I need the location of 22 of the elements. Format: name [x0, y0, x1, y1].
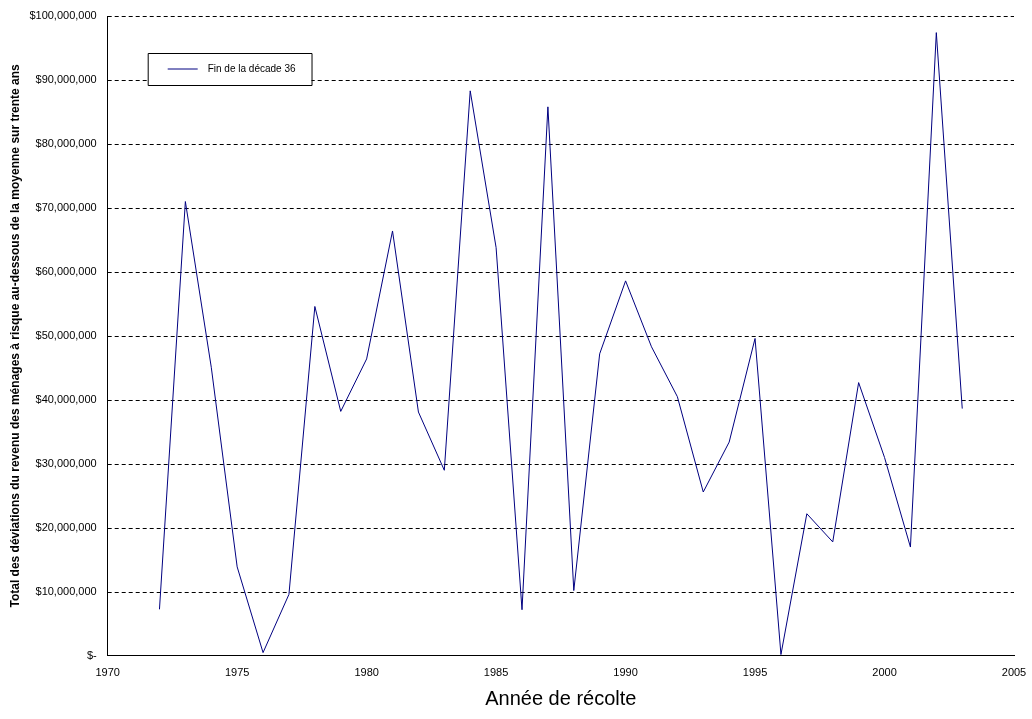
- y-tick-label: $100,000,000: [29, 9, 97, 22]
- y-tick-label: $-: [86, 648, 98, 661]
- y-tick-label: $60,000,000: [35, 264, 97, 277]
- y-tick-label: $20,000,000: [35, 520, 97, 533]
- y-tick-label: $90,000,000: [35, 73, 97, 86]
- x-tick-label: 1970: [95, 666, 120, 679]
- y-tick-label: $30,000,000: [35, 456, 97, 469]
- y-tick-label: $70,000,000: [35, 200, 97, 213]
- legend-label: Fin de la décade 36: [207, 62, 296, 74]
- x-tick-label: 1985: [483, 666, 509, 679]
- x-tick-label: 1995: [742, 666, 768, 679]
- x-tick-label: 1990: [613, 666, 638, 679]
- y-tick-label: $80,000,000: [35, 136, 97, 149]
- y-tick-label: $50,000,000: [35, 328, 97, 341]
- y-axis-title: Total des déviations du revenu des ménages à risque au-dessous de la moyenne sur trente ans: [7, 63, 22, 608]
- x-tick-label: 2005: [1001, 666, 1027, 679]
- x-tick-label: 2000: [872, 666, 897, 679]
- x-tick-label: 1975: [224, 666, 250, 679]
- y-tick-label: $10,000,000: [35, 584, 97, 597]
- x-axis-title: Année de récolte: [485, 686, 637, 709]
- x-tick-label: 1980: [354, 666, 379, 679]
- y-tick-label: $40,000,000: [35, 392, 97, 405]
